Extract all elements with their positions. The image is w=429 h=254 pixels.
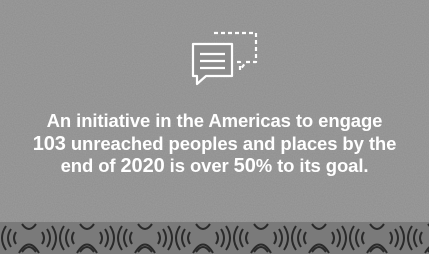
infographic-card: An initiative in the Americas to engage … [0,0,429,254]
text: end of [61,155,116,176]
number: 103 [33,133,66,155]
text: unreached peoples and places by the [71,133,397,154]
number: 50 [234,155,256,177]
text: is over [170,155,229,176]
text: An initiative in the Americas to engage [47,110,383,131]
pattern-arcs [0,222,429,254]
message: An initiative in the Americas to engage … [0,110,429,178]
number: 2020 [121,155,165,177]
text: % to its goal. [256,155,369,176]
